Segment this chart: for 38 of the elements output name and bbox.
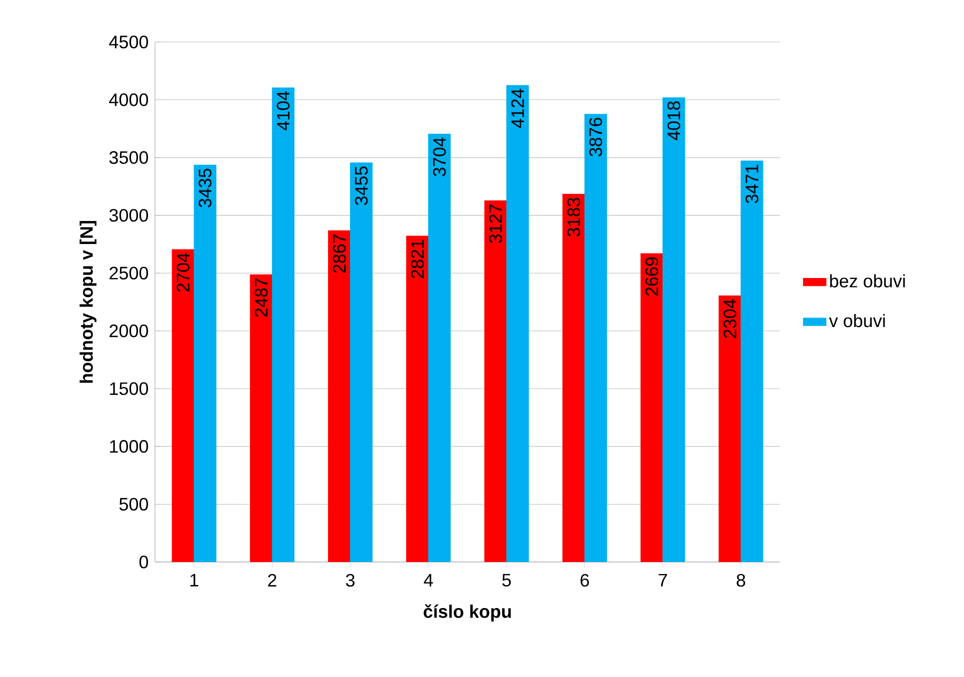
data-label: 3435 (198, 168, 212, 208)
y-tick-label: 4000 (109, 93, 148, 106)
data-label: 3127 (489, 204, 502, 243)
y-tick-label: 1000 (110, 440, 148, 453)
y-tick-label: 500 (119, 498, 148, 511)
data-label: 4104 (276, 91, 290, 130)
x-tick-label: 8 (736, 574, 746, 587)
x-tick-label: 4 (424, 574, 433, 586)
data-label: 2821 (411, 240, 424, 278)
data-label: 3471 (746, 164, 758, 204)
data-label: 4018 (667, 101, 680, 140)
x-tick-label: 3 (346, 574, 355, 587)
y-tick-label: 3000 (109, 208, 148, 222)
data-label: 3183 (567, 198, 580, 236)
x-tick-label: 1 (190, 574, 198, 586)
y-tick-label: 3500 (109, 151, 148, 164)
y-tick-label: 2500 (110, 266, 148, 280)
data-label: 3876 (589, 118, 602, 156)
y-tick-label: 1500 (110, 382, 148, 396)
x-axis-title: číslo kopu (424, 604, 511, 622)
legend-label: v obuvi (829, 314, 885, 328)
x-tick-label: 2 (268, 574, 276, 587)
data-label: 2704 (176, 252, 190, 292)
x-tick-label: 6 (580, 574, 589, 587)
legend-label: bez obuvi (830, 274, 905, 288)
y-tick-label: 4500 (109, 36, 148, 48)
y-tick-label: 2000 (110, 324, 148, 338)
data-label: 2669 (645, 257, 658, 296)
y-axis-title: hodnoty kopu v [N] (80, 221, 96, 383)
data-label: 2304 (724, 299, 736, 338)
y-tick-label: 0 (139, 556, 148, 568)
data-label: 3455 (354, 166, 368, 206)
data-label: 2867 (332, 234, 346, 273)
data-label: 4124 (511, 88, 524, 128)
data-label: 2487 (254, 278, 268, 317)
data-label: 3704 (433, 137, 446, 176)
x-tick-label: 5 (502, 574, 511, 586)
x-tick-label: 7 (658, 574, 667, 586)
